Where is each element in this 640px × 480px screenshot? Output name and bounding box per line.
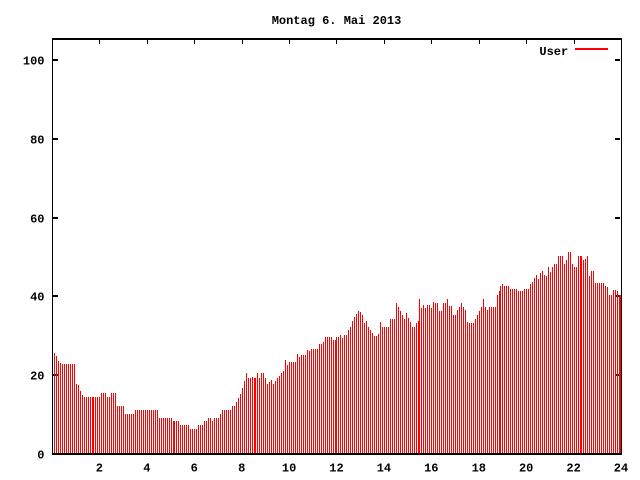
svg-text:100: 100 <box>23 55 45 69</box>
svg-text:User: User <box>539 45 568 59</box>
svg-text:Montag 6. Mai 2013: Montag 6. Mai 2013 <box>272 14 402 28</box>
svg-text:18: 18 <box>472 462 486 476</box>
svg-text:24: 24 <box>614 462 628 476</box>
svg-text:12: 12 <box>329 462 343 476</box>
svg-text:10: 10 <box>282 462 296 476</box>
svg-text:6: 6 <box>191 462 198 476</box>
svg-text:80: 80 <box>30 134 44 148</box>
svg-text:60: 60 <box>30 213 44 227</box>
svg-text:16: 16 <box>424 462 438 476</box>
svg-text:14: 14 <box>377 462 391 476</box>
svg-text:4: 4 <box>143 462 150 476</box>
svg-text:8: 8 <box>238 462 245 476</box>
svg-text:20: 20 <box>519 462 533 476</box>
svg-text:20: 20 <box>30 370 44 384</box>
svg-text:22: 22 <box>566 462 580 476</box>
svg-text:2: 2 <box>96 462 103 476</box>
svg-text:0: 0 <box>37 449 44 463</box>
svg-text:40: 40 <box>30 291 44 305</box>
